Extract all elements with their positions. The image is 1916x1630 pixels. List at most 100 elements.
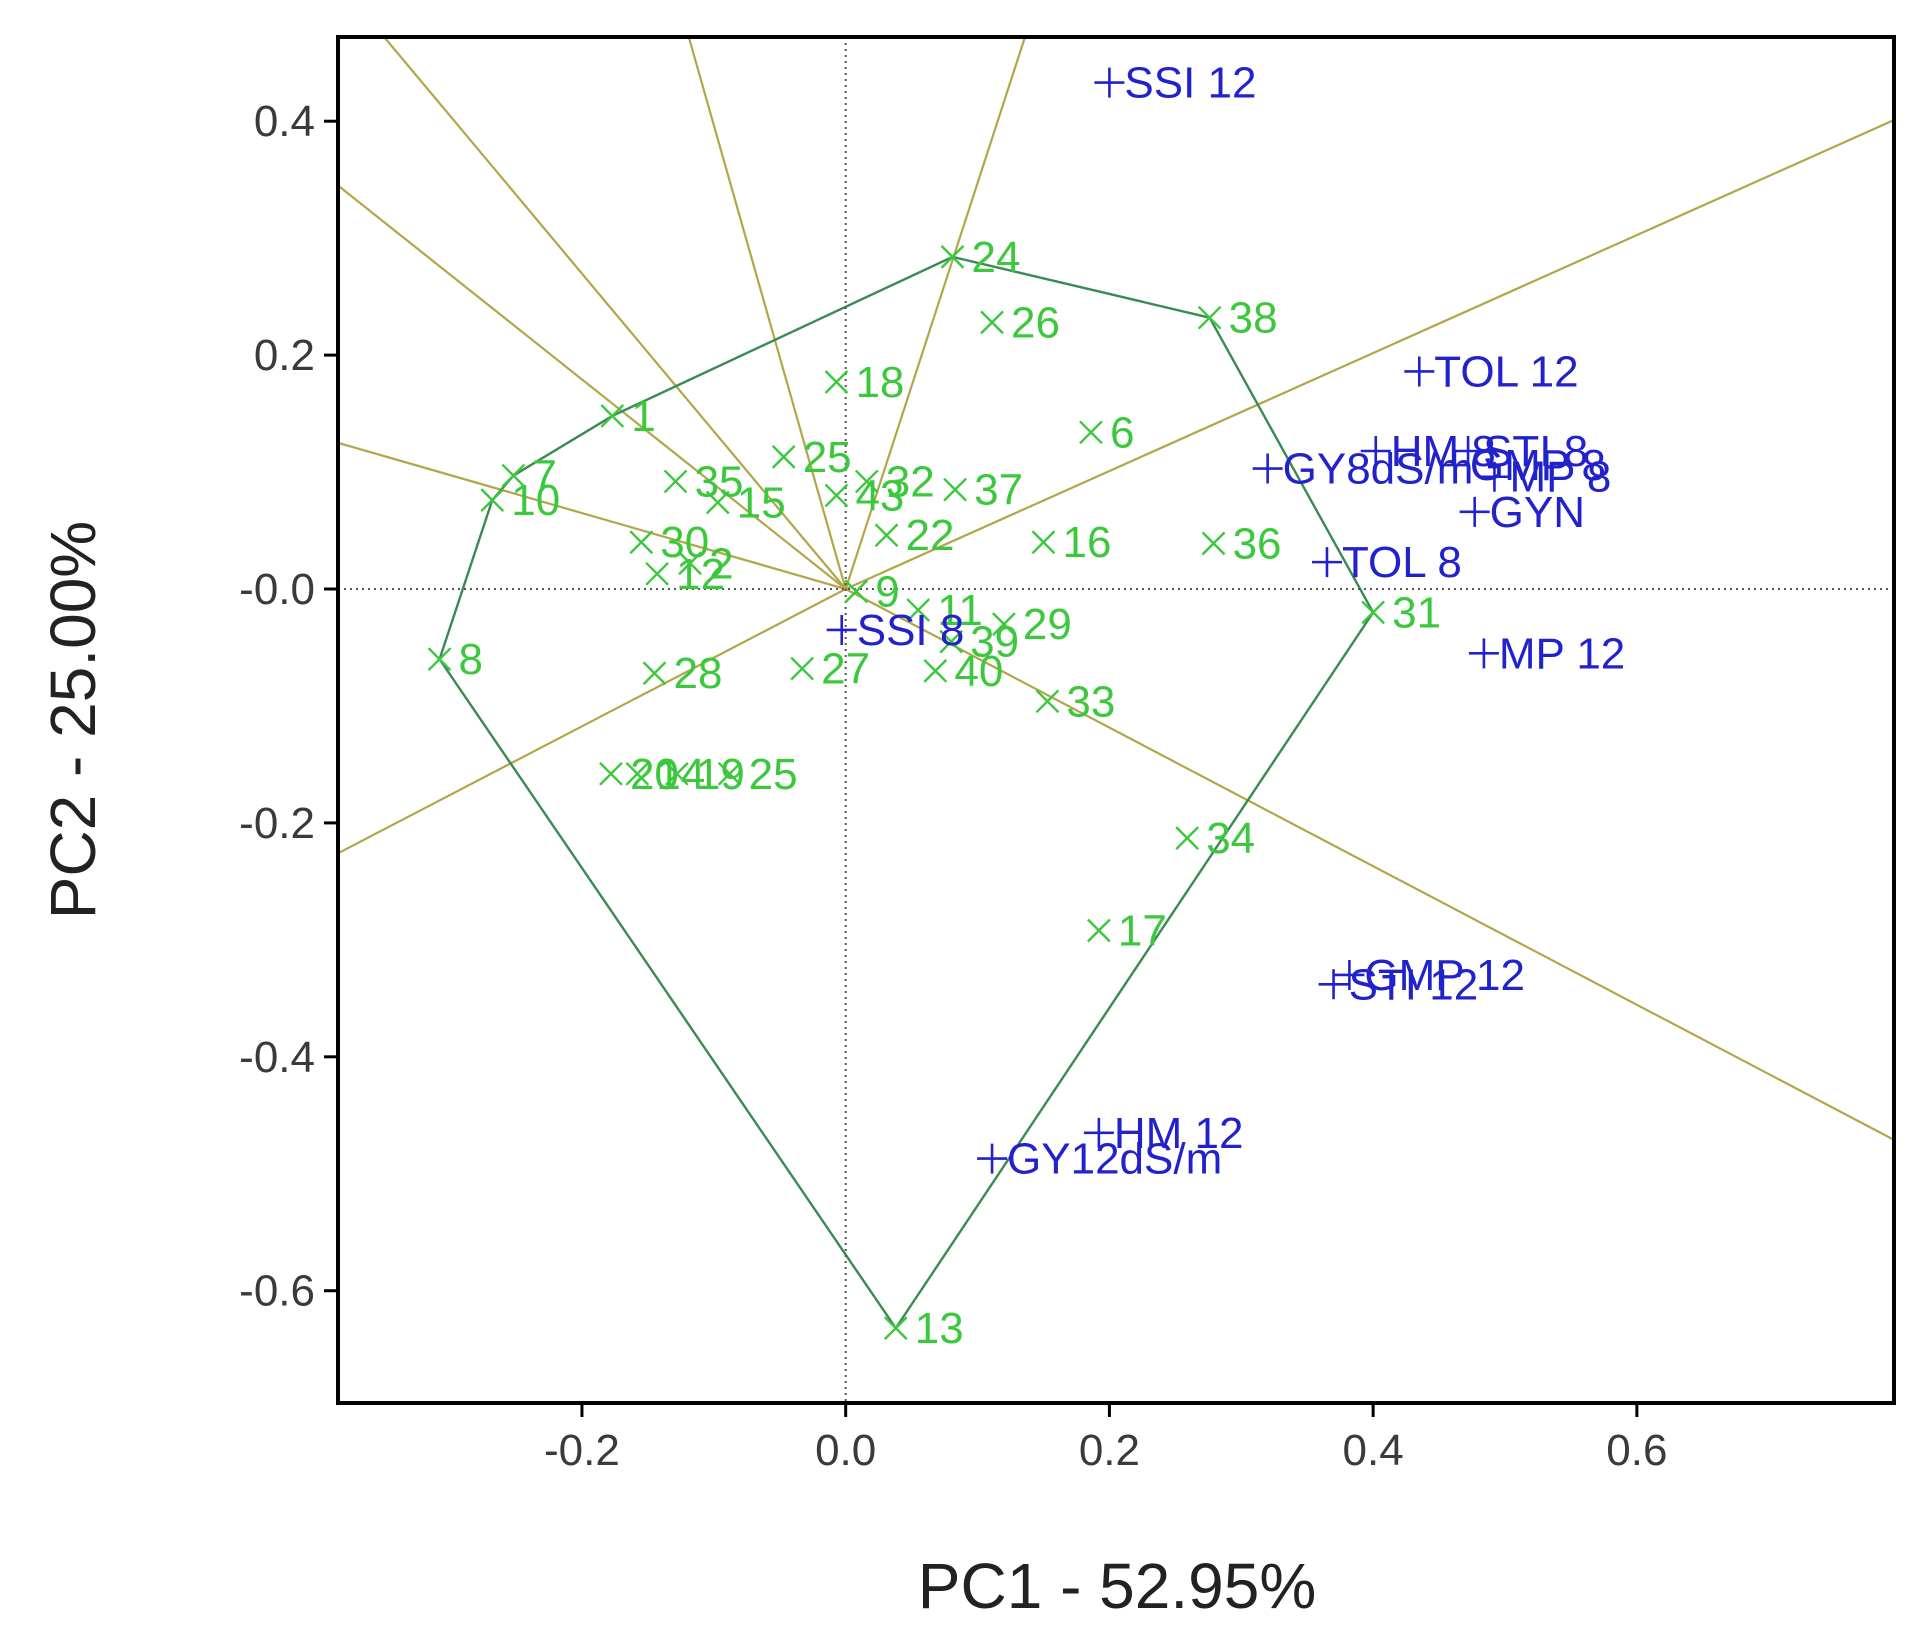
genotype-marker (824, 370, 849, 394)
y-tick-label: 0.2 (254, 331, 315, 380)
x-tick-label: 0.2 (1079, 1426, 1140, 1475)
sector-line-2 (687, 37, 847, 590)
genotype-marker (427, 647, 452, 672)
trait-label: TOL 8 (1342, 538, 1462, 587)
genotype-marker (824, 483, 849, 508)
genotype-point: 37 (943, 466, 1023, 515)
genotype-marker (645, 561, 669, 586)
genotype-label: 36 (1233, 519, 1282, 568)
trait-marker (1334, 959, 1365, 990)
trait-point: GYN (1459, 488, 1585, 537)
sector-line-1 (844, 37, 1027, 590)
genotype-marker (874, 523, 899, 548)
genotype-marker (1175, 826, 1200, 850)
x-tick-label: -0.2 (544, 1426, 620, 1475)
genotype-marker (678, 551, 702, 576)
genotype-point: 14 (625, 750, 705, 799)
sector-line-3 (383, 37, 847, 590)
trait-marker (1459, 496, 1490, 527)
trait-label: STI 8 (1483, 427, 1588, 476)
genotype-marker (1079, 420, 1103, 445)
genotype-label: 12 (676, 550, 725, 599)
trait-marker (1318, 969, 1349, 1000)
trait-point: TOL 8 (1311, 538, 1462, 587)
genotype-marker (939, 629, 964, 654)
trait-point: GY12dS/m (977, 1135, 1222, 1184)
genotype-point: 25 (717, 750, 798, 799)
trait-label: GY12dS/m (1007, 1135, 1222, 1184)
genotype-label: 33 (1066, 677, 1115, 726)
genotype-marker (600, 404, 625, 428)
genotype-label: 31 (1392, 588, 1441, 637)
trait-label: TOL 12 (1434, 347, 1578, 396)
trait-marker (1094, 67, 1125, 98)
genotype-point: 22 (874, 511, 955, 560)
trait-label: GMP 12 (1364, 951, 1525, 1000)
genotype-label: 22 (906, 511, 955, 560)
genotype-label: 38 (1229, 294, 1278, 343)
genotype-point: 27 (790, 645, 870, 694)
genotype-point: 11 (906, 586, 983, 635)
genotype-marker (480, 488, 505, 512)
trait-point: STI 12 (1318, 960, 1478, 1009)
genotype-label: 35 (695, 457, 744, 506)
trait-label: SSI 8 (857, 606, 965, 655)
genotype-label: 34 (1206, 814, 1255, 863)
genotype-label: 15 (737, 478, 786, 527)
genotype-marker (705, 490, 730, 515)
trait-point: MP 12 (1468, 629, 1625, 678)
genotype-point: 36 (1201, 519, 1282, 568)
y-tick-label: -0.4 (239, 1033, 315, 1082)
trait-marker (1083, 1117, 1114, 1148)
genotype-point: 43 (824, 471, 904, 520)
genotype-point: 31 (1361, 588, 1441, 637)
genotype-marker (854, 469, 879, 494)
trait-label: GY8dS/m (1283, 445, 1474, 494)
sector-line-7 (338, 588, 847, 855)
genotype-point: 1 (600, 392, 656, 441)
genotype-marker (940, 245, 965, 269)
genotype-marker (844, 579, 869, 604)
trait-marker (1479, 461, 1510, 492)
y-tick-label: -0.2 (239, 799, 315, 848)
genotype-label: 2 (709, 539, 733, 588)
genotype-label: 9 (875, 567, 899, 616)
genotype-point: 25 (771, 433, 852, 482)
genotype-marker (663, 469, 688, 494)
trait-marker (1468, 638, 1499, 669)
genotype-point: 7 (501, 452, 557, 501)
trait-marker (1439, 450, 1470, 481)
x-tick-label: 0.0 (815, 1426, 876, 1475)
genotype-point: 10 (480, 476, 560, 525)
trait-label: SSI 12 (1124, 59, 1256, 108)
genotype-marker (642, 661, 667, 686)
genotype-marker (1035, 689, 1060, 714)
genotype-point: 12 (645, 550, 725, 599)
y-tick-label: -0.0 (239, 565, 315, 614)
genotype-label: 13 (915, 1304, 964, 1353)
genotype-marker (1361, 600, 1385, 625)
genotype-marker (790, 656, 815, 681)
genotype-marker (717, 761, 742, 786)
trait-marker (1252, 453, 1283, 484)
genotype-label: 19 (696, 750, 745, 799)
genotype-label: 43 (855, 471, 904, 520)
x-tick-label: 0.4 (1343, 1426, 1404, 1475)
genotype-label: 26 (1011, 298, 1060, 347)
y-tick-label: 0.4 (254, 97, 315, 146)
genotype-point: 39 (939, 618, 1019, 667)
trait-point: GMP 12 (1334, 951, 1525, 1000)
genotype-label: 17 (1118, 907, 1167, 956)
sector-line-6 (845, 119, 1894, 591)
genotype-marker (1031, 530, 1056, 555)
genotype-label: 8 (459, 635, 483, 684)
genotype-label: 40 (954, 647, 1003, 696)
sector-line-4 (338, 184, 847, 590)
genotype-label: 6 (1110, 408, 1134, 457)
trait-point: TOL 12 (1404, 347, 1579, 396)
genotype-label: 10 (511, 476, 560, 525)
genotype-marker (501, 463, 526, 488)
genotype-label: 25 (803, 433, 852, 482)
genotype-point: 34 (1175, 814, 1255, 863)
